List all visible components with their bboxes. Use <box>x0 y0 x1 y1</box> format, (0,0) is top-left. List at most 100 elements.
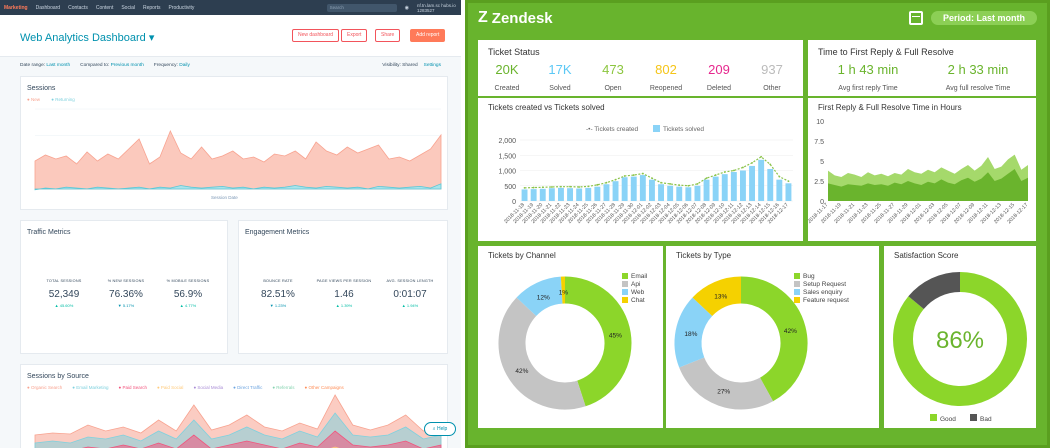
point-tickets-created <box>714 174 717 176</box>
nav-item-contacts[interactable]: Contacts <box>68 4 88 11</box>
y-tick-label: 2.5 <box>814 179 824 186</box>
source-legend-item: ● Organic Search <box>27 385 63 390</box>
channel-legend-swatch <box>622 273 628 279</box>
legend-solved-swatch <box>653 125 660 132</box>
point-tickets-created <box>641 172 644 175</box>
sessions-title: Sessions <box>27 85 56 92</box>
period-select[interactable]: Period: Last month <box>930 11 1037 25</box>
reply-hours-title: First Reply & Full Resolve Time in Hours <box>818 103 962 112</box>
frequency-select[interactable]: Daily <box>179 62 190 68</box>
point-tickets-created <box>541 186 544 189</box>
notifications-icon[interactable]: ◉ <box>404 4 409 11</box>
point-tickets-created <box>523 186 526 189</box>
source-legend-item: ● Paid Search <box>118 385 147 390</box>
nav-item-content[interactable]: Content <box>95 4 114 11</box>
bar-tickets-solved <box>730 172 737 201</box>
bar-tickets-solved <box>639 175 646 201</box>
engagement-title: Engagement Metrics <box>245 229 310 236</box>
point-tickets-created <box>532 186 535 189</box>
stat-deleted: 209 Deleted <box>706 62 732 92</box>
channel-legend-swatch <box>622 281 628 287</box>
new-dashboard-button[interactable]: New dashboard <box>292 29 340 42</box>
point-tickets-created <box>578 186 581 188</box>
stat-solved: 17K Solved <box>548 62 572 92</box>
bar-tickets-solved <box>567 188 574 201</box>
slice-label: 45% <box>609 333 622 340</box>
bar-tickets-solved <box>658 184 665 201</box>
date-range-select[interactable]: Last month <box>46 62 71 68</box>
sessions-legend: ● New ● Returning <box>27 97 85 102</box>
point-tickets-created <box>560 185 562 188</box>
nav-item-dashboard[interactable]: Dashboard <box>35 4 61 11</box>
nav-item-reports[interactable]: Reports <box>142 4 161 11</box>
bar-tickets-solved <box>685 187 692 201</box>
y-tick-label: 1,000 <box>498 169 516 176</box>
source-legend-item: ● Paid Social <box>156 385 184 390</box>
created-vs-solved-panel: Tickets created vs Tickets solved 2,000 1… <box>478 98 803 241</box>
reply-time-panel: Time to First Reply & Full Resolve 1 h 4… <box>808 40 1036 96</box>
bar-tickets-solved <box>739 170 746 201</box>
nav-item-productivity[interactable]: Productivity <box>168 4 195 11</box>
sessions-returning-area <box>34 183 442 191</box>
account-menu[interactable]: nf.tn.lam.sc hubs.io 1283527 <box>417 2 456 13</box>
y-tick-label: 1,500 <box>498 153 516 160</box>
add-report-button[interactable]: Add report <box>410 29 446 42</box>
donut-slice <box>674 297 713 368</box>
legend-tickets-solved: Tickets solved <box>663 126 704 133</box>
bar-tickets-solved <box>703 179 710 201</box>
source-title: Sessions by Source <box>27 373 89 380</box>
nav-logo[interactable]: Marketing <box>4 4 28 11</box>
bar-tickets-solved <box>576 188 583 201</box>
zendesk-logo: Z Zendesk <box>478 9 553 27</box>
sessions-card: Sessions ● New ● Returning Session Date <box>20 76 448 210</box>
type-legend-swatch <box>794 289 800 295</box>
dashboard-header: Web Analytics Dashboard ▾ New dashboard … <box>0 15 461 57</box>
calendar-icon[interactable] <box>908 11 923 25</box>
line-tickets-created <box>524 156 789 189</box>
type-legend-item: Feature request <box>803 297 849 304</box>
satisfaction-chart: 86% Good Bad <box>893 272 1027 423</box>
bar-tickets-solved <box>557 187 564 201</box>
point-tickets-created <box>678 184 681 187</box>
satisfaction-legend-swatch <box>930 414 937 421</box>
type-legend-item: Bug <box>803 273 815 280</box>
visibility-select[interactable]: Visibility: Shared <box>382 62 418 68</box>
bar-tickets-solved <box>749 165 756 201</box>
metric-new-sessions: % NEW SESSIONS 76.36% ▼ 5.17% <box>107 279 145 308</box>
point-tickets-created <box>605 181 608 184</box>
point-tickets-created <box>596 183 599 186</box>
metric-page-views: PAGE VIEWS PER SESSION 1.46 ▲ 1.39% <box>316 279 372 308</box>
export-button[interactable]: Export <box>341 29 368 42</box>
type-legend-swatch <box>794 297 800 303</box>
type-legend-swatch <box>794 273 800 279</box>
type-legend-item: Sales enquiry <box>803 289 843 296</box>
source-chart <box>34 394 442 448</box>
traffic-title: Traffic Metrics <box>27 229 71 236</box>
nav-item-social[interactable]: Social <box>121 4 135 11</box>
search-input[interactable]: Search <box>326 3 397 12</box>
bar-tickets-solved <box>594 186 601 201</box>
sessions-chart <box>34 108 442 191</box>
satisfaction-legend-item: Good <box>940 416 956 423</box>
point-tickets-created <box>587 185 590 188</box>
date-range-label: Date range: <box>20 62 46 68</box>
channel-legend-item: Chat <box>631 297 645 304</box>
help-button[interactable]: ⌕ Help <box>424 422 456 436</box>
source-legend-item: ● Social Media <box>193 385 224 390</box>
y-tick-label: 10 <box>816 119 824 126</box>
point-tickets-created <box>614 178 617 181</box>
sessions-x-label: Session Date <box>211 195 238 200</box>
bar-tickets-solved <box>712 176 719 201</box>
point-tickets-created <box>778 175 781 178</box>
metric-mobile-sessions: % MOBILE SESSIONS 56.9% ▲ 4.77% <box>166 279 210 308</box>
page-title[interactable]: Web Analytics Dashboard ▾ <box>20 32 155 44</box>
compared-select[interactable]: Previous month <box>110 62 144 68</box>
point-tickets-created <box>660 181 662 184</box>
settings-link[interactable]: Settings <box>423 62 441 68</box>
share-button[interactable]: Share <box>375 29 401 42</box>
satisfaction-title: Satisfaction Score <box>894 251 959 260</box>
by-channel-title: Tickets by Channel <box>488 251 556 260</box>
point-tickets-created <box>787 180 790 183</box>
